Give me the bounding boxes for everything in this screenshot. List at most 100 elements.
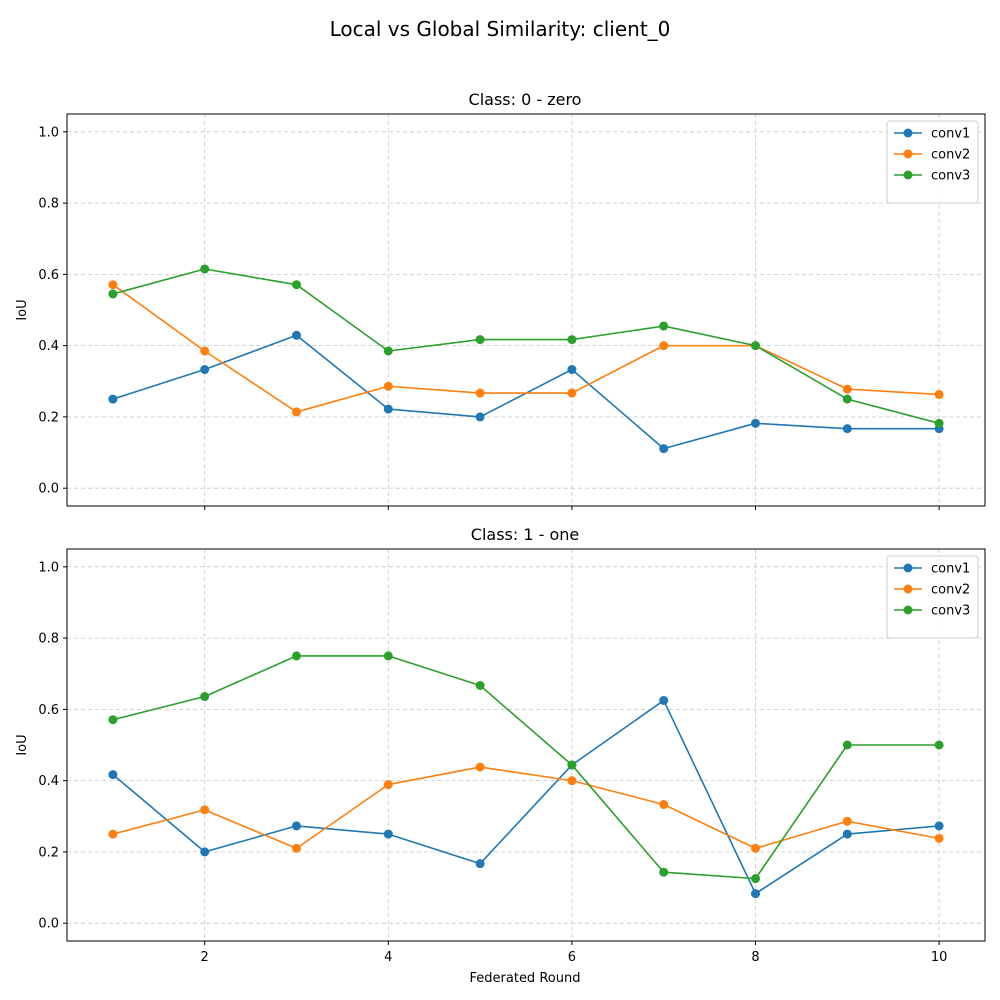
series-conv2 — [108, 762, 944, 853]
data-point-conv2 — [292, 843, 301, 853]
series-conv3 — [108, 651, 944, 884]
data-point-conv3 — [383, 651, 393, 661]
y-tick-label: 0.6 — [38, 268, 59, 283]
data-point-conv3 — [475, 680, 485, 690]
data-point-conv2 — [475, 388, 485, 398]
data-point-conv3 — [567, 760, 577, 770]
x-axis-label: Federated Round — [470, 971, 581, 986]
data-point-conv2 — [108, 280, 118, 290]
x-tick-label: 6 — [568, 950, 576, 965]
series-line-conv1 — [112, 334, 940, 450]
data-point-conv3 — [108, 715, 118, 725]
data-point-conv3 — [383, 346, 393, 356]
data-point-conv3 — [108, 289, 118, 299]
y-tick-label: 0.2 — [38, 410, 59, 425]
data-point-conv1 — [108, 770, 118, 780]
subplot-class-1: Class: 1 - one IoU Federated Round 0.0 0.… — [15, 525, 986, 986]
data-point-conv3 — [842, 394, 852, 404]
data-point-conv3 — [475, 335, 485, 345]
data-point-conv1 — [475, 412, 485, 422]
y-axis-label: IoU — [15, 299, 30, 320]
data-point-conv2 — [659, 341, 669, 351]
data-point-conv2 — [842, 816, 852, 826]
data-point-conv3 — [751, 874, 760, 884]
series-line-conv2 — [112, 766, 940, 850]
data-point-conv1 — [659, 444, 669, 454]
data-point-conv1 — [108, 394, 118, 404]
y-tick-label: 1.0 — [38, 125, 59, 140]
data-point-conv2 — [934, 833, 944, 843]
legend-label-conv3: conv3 — [931, 604, 970, 619]
legend-marker-conv2 — [903, 149, 913, 159]
y-tick-label: 0.2 — [38, 845, 59, 860]
y-tick-label: 0.4 — [38, 339, 59, 354]
series-line-conv3 — [112, 655, 940, 880]
data-point-conv1 — [292, 821, 301, 831]
data-point-conv1 — [842, 424, 852, 434]
series-conv1 — [108, 695, 944, 899]
x-tick-label: 4 — [384, 950, 392, 965]
y-axis-label: IoU — [15, 734, 30, 755]
data-point-conv2 — [108, 829, 118, 839]
data-point-conv1 — [751, 418, 760, 428]
plot-frame — [66, 113, 986, 507]
data-point-conv1 — [383, 829, 393, 839]
data-point-conv2 — [567, 776, 577, 786]
legend: conv1 conv2 conv3 — [886, 120, 979, 204]
data-point-conv3 — [659, 321, 669, 331]
grid — [67, 114, 985, 506]
y-tick-label: 0.8 — [38, 197, 59, 212]
data-point-conv2 — [200, 346, 210, 356]
legend-box — [886, 555, 979, 639]
x-tick-label: 10 — [931, 950, 948, 965]
subplot-class-0: Class: 0 - zero IoU 0.0 0.2 0.4 0.6 0.8 1.0 co… — [15, 90, 986, 510]
data-point-conv3 — [567, 335, 577, 345]
data-point-conv2 — [475, 762, 485, 772]
data-point-conv1 — [200, 365, 210, 375]
data-point-conv1 — [475, 859, 485, 869]
subplot-title: Class: 1 - one — [471, 525, 579, 544]
x-tick-label: 2 — [201, 950, 209, 965]
data-point-conv3 — [934, 418, 944, 428]
series-conv2 — [108, 280, 944, 417]
data-point-conv1 — [842, 829, 852, 839]
legend-label-conv1: conv1 — [931, 562, 970, 577]
x-tick-label: 8 — [751, 950, 759, 965]
series-line-conv2 — [112, 284, 940, 413]
plot-frame — [66, 548, 986, 942]
series-line-conv3 — [112, 268, 940, 425]
legend-label-conv3: conv3 — [931, 169, 970, 184]
series-line-conv1 — [112, 699, 940, 895]
y-tick-label: 0.4 — [38, 774, 59, 789]
legend-label-conv2: conv2 — [931, 583, 970, 598]
data-point-conv2 — [751, 843, 760, 853]
data-point-conv1 — [383, 404, 393, 414]
data-point-conv1 — [659, 695, 669, 705]
y-tick-label: 1.0 — [38, 560, 59, 575]
data-point-conv1 — [934, 821, 944, 831]
legend-marker-conv2 — [903, 584, 913, 594]
legend-marker-conv3 — [903, 605, 913, 615]
data-point-conv2 — [383, 381, 393, 391]
series-conv3 — [108, 264, 944, 428]
data-point-conv2 — [383, 780, 393, 790]
data-point-conv3 — [200, 692, 210, 702]
legend-box — [886, 120, 979, 204]
data-point-conv3 — [292, 280, 301, 290]
data-point-conv1 — [292, 330, 301, 340]
data-point-conv2 — [292, 407, 301, 417]
data-point-conv3 — [934, 740, 944, 750]
legend-marker-conv1 — [903, 128, 913, 138]
data-point-conv3 — [200, 264, 210, 274]
series-conv1 — [108, 330, 944, 454]
legend: conv1 conv2 conv3 — [886, 555, 979, 639]
data-point-conv2 — [842, 384, 852, 394]
y-tick-label: 0.6 — [38, 703, 59, 718]
data-point-conv2 — [659, 800, 669, 810]
data-point-conv2 — [200, 805, 210, 815]
data-point-conv3 — [659, 867, 669, 877]
legend-label-conv1: conv1 — [931, 127, 970, 142]
data-point-conv3 — [751, 341, 760, 351]
data-point-conv3 — [292, 651, 301, 661]
